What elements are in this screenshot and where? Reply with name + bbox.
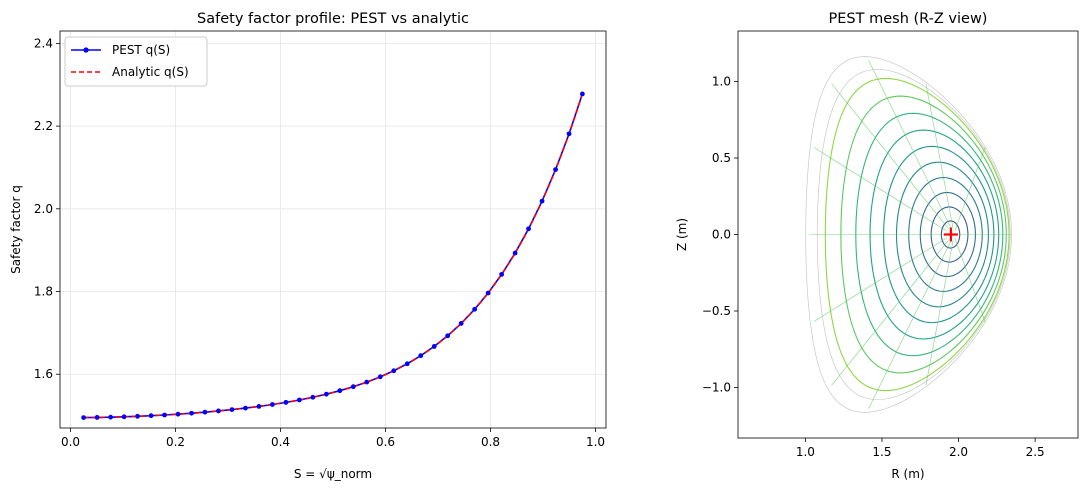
- left-y-tick-label: 1.6: [34, 367, 53, 381]
- left-grid: [60, 31, 606, 428]
- pest-point: [579, 91, 585, 97]
- radial-spoke: [831, 83, 949, 229]
- right-x-ticks: 1.0 1.5 2.0 2.5: [796, 438, 1045, 459]
- left-x-tick-label: 1.0: [586, 435, 605, 449]
- right-y-tick-label: 0.5: [712, 151, 731, 165]
- radial-spoke: [831, 240, 949, 386]
- pest-point: [485, 290, 491, 296]
- pest-point: [162, 412, 167, 418]
- left-y-tick-label: 2.0: [34, 202, 53, 216]
- radial-spoke: [813, 147, 947, 232]
- pest-point: [526, 226, 531, 232]
- right-y-tick-label: 0.0: [712, 228, 731, 242]
- right-x-axis-label: R (m): [891, 467, 924, 481]
- left-plot-frame: [59, 30, 607, 429]
- pest-point: [553, 167, 558, 172]
- pest-point: [458, 321, 464, 326]
- left-y-tick-label: 1.8: [34, 285, 53, 299]
- flux-surface-mesh: [805, 56, 1012, 413]
- legend-pest-label: PEST q(S): [112, 43, 170, 57]
- pest-point: [539, 198, 545, 204]
- pest-point: [189, 410, 194, 416]
- pest-point: [216, 408, 221, 414]
- pest-point: [445, 333, 451, 339]
- right-y-tick-label: −1.0: [702, 381, 731, 395]
- analytic-line: [83, 93, 584, 419]
- pest-point: [391, 368, 397, 374]
- pest-point: [472, 306, 478, 312]
- right-x-tick-label: 2.0: [949, 445, 968, 459]
- left-x-tick-label: 0.6: [376, 435, 395, 449]
- pest-point: [256, 403, 262, 409]
- legend-analytic-label: Analytic q(S): [112, 65, 189, 79]
- pest-point: [296, 397, 302, 403]
- right-x-tick-label: 2.5: [1026, 445, 1045, 459]
- pest-point: [243, 405, 248, 411]
- left-series: [81, 91, 585, 421]
- right-x-tick-label: 1.0: [796, 445, 815, 459]
- legend-pest-marker: [83, 47, 89, 53]
- pest-point: [418, 353, 424, 359]
- pest-point: [431, 344, 437, 349]
- pest-point: [499, 271, 505, 277]
- pest-point: [108, 414, 114, 420]
- radial-spoke: [868, 241, 952, 409]
- right-y-ticks: −1.0 −0.5 0.0 0.5 1.0: [702, 74, 738, 395]
- radial-spoke: [868, 60, 952, 228]
- mesh-panel: PEST mesh (R-Z view) 1.0 1.5 2.0 2.5 −1.0 −0…: [675, 11, 1079, 481]
- right-x-tick-label: 1.5: [872, 445, 891, 459]
- left-y-ticks: 1.6 1.8 2.0 2.2 2.4: [34, 36, 60, 381]
- pest-point: [337, 388, 343, 394]
- pest-line: [83, 93, 584, 419]
- left-x-axis-label: S = √ψ_norm: [294, 467, 372, 481]
- pest-point: [229, 407, 235, 412]
- radial-spoke: [925, 240, 954, 386]
- pest-point: [148, 413, 154, 419]
- left-y-axis-label: Safety factor q: [9, 185, 23, 274]
- pest-point: [377, 374, 383, 380]
- pest-point: [404, 361, 410, 367]
- pest-point: [364, 379, 370, 385]
- left-x-tick-label: 0.0: [61, 435, 80, 449]
- radial-spoke: [954, 237, 986, 322]
- legend: PEST q(S) Analytic q(S): [64, 36, 208, 87]
- pest-point: [283, 399, 289, 405]
- radial-spoke: [813, 237, 947, 322]
- left-x-tick-label: 0.2: [166, 435, 185, 449]
- pest-point: [512, 250, 518, 256]
- pest-point: [310, 394, 316, 400]
- right-y-tick-label: 1.0: [712, 74, 731, 88]
- pest-point: [121, 414, 127, 420]
- left-y-tick-label: 2.4: [34, 36, 53, 50]
- left-y-tick-label: 2.2: [34, 119, 53, 133]
- left-x-tick-label: 0.8: [481, 435, 500, 449]
- left-x-tick-label: 0.4: [271, 435, 290, 449]
- q-profile-panel: Safety factor profile: PEST vs analytic …: [9, 11, 607, 481]
- right-chart-title: PEST mesh (R-Z view): [829, 11, 988, 27]
- outer-grid-surface: [805, 56, 1012, 413]
- left-chart-title: Safety factor profile: PEST vs analytic: [197, 11, 469, 27]
- radial-spoke: [925, 83, 954, 229]
- pest-point: [202, 409, 208, 415]
- pest-point: [175, 411, 181, 417]
- pest-point: [270, 402, 275, 407]
- pest-point: [566, 131, 572, 137]
- left-x-ticks: 0.0 0.2 0.4 0.6 0.8 1.0: [61, 428, 605, 449]
- right-y-axis-label: Z (m): [675, 218, 689, 251]
- pest-point: [135, 413, 140, 419]
- pest-point: [350, 384, 356, 390]
- right-y-tick-label: −0.5: [702, 304, 731, 318]
- pest-point: [81, 415, 87, 421]
- radial-spoke: [954, 147, 986, 232]
- pest-point: [323, 391, 329, 397]
- pest-point: [94, 415, 100, 420]
